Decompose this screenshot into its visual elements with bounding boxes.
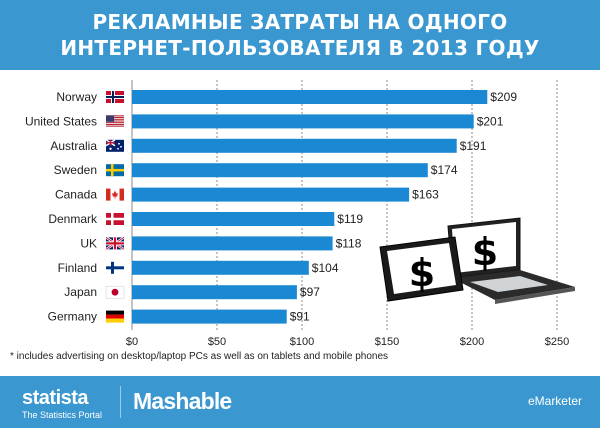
footnote: * includes advertising on desktop/laptop… bbox=[10, 351, 389, 362]
bar bbox=[132, 236, 333, 251]
bar-value-label: $104 bbox=[312, 261, 339, 275]
bar-value-label: $119 bbox=[337, 212, 363, 226]
footer-banner: statista The Statistics Portal Mashable … bbox=[0, 376, 600, 428]
bar bbox=[132, 260, 309, 275]
bar bbox=[132, 163, 428, 178]
mashable-logo[interactable]: Mashable bbox=[133, 388, 232, 414]
category-label: Japan bbox=[64, 285, 97, 299]
bar-value-label: $118 bbox=[336, 236, 362, 250]
bar bbox=[132, 187, 410, 202]
statista-tagline: The Statistics Portal bbox=[22, 410, 103, 420]
bar-value-label: $97 bbox=[300, 285, 320, 299]
title-line-1: РЕКЛАМНЫЕ ЗАТРАТЫ НА ОДНОГО bbox=[92, 10, 508, 34]
denmark-flag-icon bbox=[106, 213, 124, 225]
x-tick-label: $150 bbox=[375, 336, 399, 348]
sweden-flag-icon bbox=[106, 164, 124, 177]
bar-value-label: $209 bbox=[490, 90, 517, 104]
uk-flag-icon bbox=[105, 236, 125, 251]
bar-value-label: $163 bbox=[412, 188, 439, 202]
bar-value-label: $201 bbox=[477, 114, 504, 128]
svg-text:$: $ bbox=[472, 230, 498, 274]
category-label: Denmark bbox=[48, 212, 98, 226]
x-tick-label: $0 bbox=[126, 336, 138, 348]
bar bbox=[132, 285, 297, 300]
bar bbox=[132, 90, 488, 104]
category-label: Australia bbox=[50, 139, 97, 153]
bar-value-label: $91 bbox=[290, 310, 310, 324]
bar bbox=[132, 138, 457, 153]
norway-flag-icon bbox=[106, 91, 124, 103]
category-label: Finland bbox=[58, 261, 97, 275]
bar-chart: $0 $50 $100 $150 $200 $250 $209 Norway $201 Unite… bbox=[25, 80, 575, 348]
category-label: United States bbox=[25, 114, 97, 128]
category-label: UK bbox=[80, 236, 97, 250]
bar bbox=[132, 114, 474, 129]
bar bbox=[132, 309, 287, 324]
x-tick-label: $100 bbox=[290, 336, 314, 348]
canada-flag-icon bbox=[106, 188, 124, 201]
category-label: Germany bbox=[48, 310, 97, 324]
x-tick-label: $250 bbox=[545, 336, 569, 348]
germany-flag-icon bbox=[106, 310, 124, 323]
category-label: Canada bbox=[55, 188, 97, 202]
svg-text:$: $ bbox=[409, 251, 435, 295]
bar-value-label: $191 bbox=[460, 139, 487, 153]
category-label: Norway bbox=[56, 90, 97, 104]
tablet-laptop-dollar-icon: $ $ bbox=[379, 217, 575, 304]
header-banner: РЕКЛАМНЫЕ ЗАТРАТЫ НА ОДНОГО ИНТЕРНЕТ-ПОЛ… bbox=[0, 0, 600, 70]
bar-value-label: $174 bbox=[431, 163, 458, 177]
statista-logo[interactable]: statista bbox=[22, 387, 89, 409]
finland-flag-icon bbox=[106, 261, 124, 274]
category-label: Sweden bbox=[54, 163, 97, 177]
source-label: eMarketer bbox=[527, 394, 582, 408]
title-line-2: ИНТЕРНЕТ-ПОЛЬЗОВАТЕЛЯ В 2013 ГОДУ bbox=[60, 36, 540, 60]
footer-divider bbox=[120, 386, 121, 418]
x-tick-label: $50 bbox=[208, 336, 226, 348]
usa-flag-icon bbox=[106, 115, 124, 128]
japan-flag-icon bbox=[105, 285, 125, 299]
bar bbox=[132, 212, 335, 226]
australia-flag-icon bbox=[105, 139, 124, 152]
x-tick-label: $200 bbox=[460, 336, 484, 348]
